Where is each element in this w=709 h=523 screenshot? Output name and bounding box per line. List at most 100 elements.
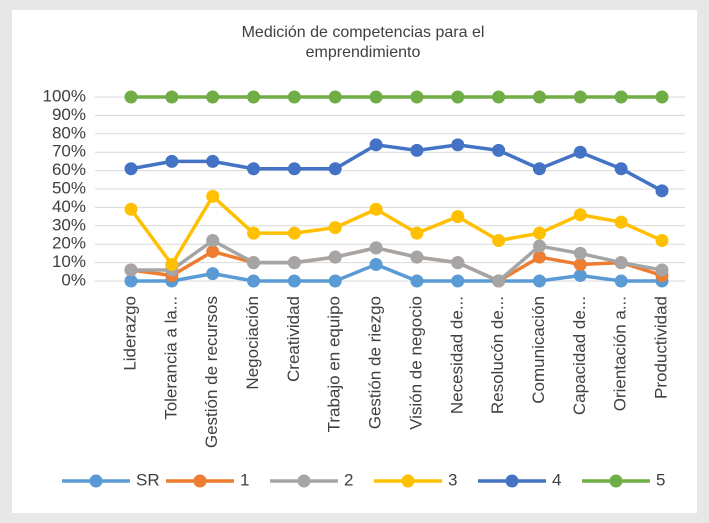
point bbox=[614, 90, 628, 104]
series-line bbox=[130, 143, 663, 193]
point bbox=[124, 90, 138, 104]
point bbox=[124, 162, 138, 176]
x-tick-label: Comunicación bbox=[529, 296, 548, 404]
point bbox=[206, 154, 220, 168]
x-tick-label: Negociación bbox=[243, 296, 262, 390]
chart-title: emprendimiento bbox=[306, 44, 421, 61]
y-tick-label: 80% bbox=[52, 123, 86, 142]
point bbox=[410, 250, 424, 264]
point bbox=[247, 226, 261, 240]
x-tick-label: Visión de negocio bbox=[406, 296, 425, 430]
point bbox=[532, 274, 546, 288]
point bbox=[492, 90, 506, 104]
point bbox=[573, 208, 587, 222]
point bbox=[451, 90, 465, 104]
point bbox=[532, 239, 546, 253]
x-tick-label: Orientación a... bbox=[611, 296, 630, 411]
point bbox=[573, 145, 587, 159]
point bbox=[573, 246, 587, 260]
point bbox=[369, 90, 383, 104]
chart-panel bbox=[12, 10, 697, 513]
y-tick-label: 40% bbox=[52, 197, 86, 216]
point bbox=[328, 274, 342, 288]
legend-marker bbox=[297, 474, 311, 488]
point bbox=[206, 245, 220, 259]
chart-title: Medición de competencias para el bbox=[242, 24, 485, 41]
point bbox=[573, 257, 587, 271]
point bbox=[655, 234, 669, 248]
point bbox=[451, 256, 465, 270]
series-line bbox=[131, 262, 662, 283]
point bbox=[287, 256, 301, 270]
point bbox=[655, 184, 669, 198]
legend-label: 3 bbox=[448, 470, 457, 489]
y-tick-label: 20% bbox=[52, 234, 86, 253]
point bbox=[532, 162, 546, 176]
legend-label: SR bbox=[136, 470, 160, 489]
point bbox=[247, 274, 261, 288]
point bbox=[369, 138, 383, 152]
point bbox=[655, 90, 669, 104]
point bbox=[532, 90, 546, 104]
y-tick-label: 30% bbox=[52, 215, 86, 234]
x-tick-label: Necesidad de... bbox=[447, 296, 466, 414]
point bbox=[369, 241, 383, 255]
point bbox=[451, 274, 465, 288]
point bbox=[410, 274, 424, 288]
point bbox=[124, 274, 138, 288]
y-tick-label: 10% bbox=[52, 252, 86, 271]
point bbox=[247, 256, 261, 270]
point bbox=[410, 143, 424, 157]
point bbox=[165, 154, 179, 168]
point bbox=[614, 215, 628, 229]
point bbox=[492, 234, 506, 248]
point bbox=[369, 202, 383, 216]
point bbox=[532, 250, 546, 264]
point bbox=[206, 90, 220, 104]
point bbox=[206, 267, 220, 281]
x-tick-label: Gestión de recursos bbox=[202, 296, 221, 448]
x-tick-label: Capacidad de... bbox=[570, 296, 589, 415]
x-tick-label: Liderazgo bbox=[120, 296, 139, 371]
series-line bbox=[129, 194, 663, 267]
point bbox=[492, 274, 506, 288]
y-tick-label: 100% bbox=[43, 86, 86, 105]
point bbox=[573, 268, 587, 282]
point bbox=[287, 90, 301, 104]
point bbox=[206, 189, 220, 203]
point bbox=[328, 221, 342, 235]
y-tick-label: 60% bbox=[52, 160, 86, 179]
point bbox=[247, 162, 261, 176]
legend-label: 4 bbox=[552, 470, 561, 489]
point bbox=[614, 256, 628, 270]
point bbox=[614, 274, 628, 288]
legend-marker bbox=[193, 474, 207, 488]
point bbox=[247, 90, 261, 104]
point bbox=[287, 226, 301, 240]
y-tick-label: 70% bbox=[52, 142, 86, 161]
x-tick-label: Resolucón de... bbox=[488, 296, 507, 414]
point bbox=[328, 250, 342, 264]
point bbox=[573, 90, 587, 104]
point bbox=[451, 138, 465, 152]
point bbox=[655, 263, 669, 277]
point bbox=[328, 162, 342, 176]
x-tick-label: Creatividad bbox=[284, 296, 303, 382]
point bbox=[287, 274, 301, 288]
legend-marker bbox=[505, 474, 519, 488]
legend-marker bbox=[89, 474, 103, 488]
legend-marker bbox=[609, 474, 623, 488]
legend-label: 5 bbox=[656, 470, 665, 489]
point bbox=[328, 90, 342, 104]
point bbox=[369, 257, 383, 271]
legend-label: 1 bbox=[240, 470, 249, 489]
x-tick-label: Productividad bbox=[651, 296, 670, 399]
point bbox=[614, 162, 628, 176]
y-tick-label: 50% bbox=[52, 178, 86, 197]
x-tick-label: Gestión de riezgo bbox=[366, 296, 385, 429]
point bbox=[410, 226, 424, 240]
series-line bbox=[131, 238, 663, 283]
x-tick-label: Trabajo en equipo bbox=[325, 296, 344, 432]
point bbox=[410, 90, 424, 104]
